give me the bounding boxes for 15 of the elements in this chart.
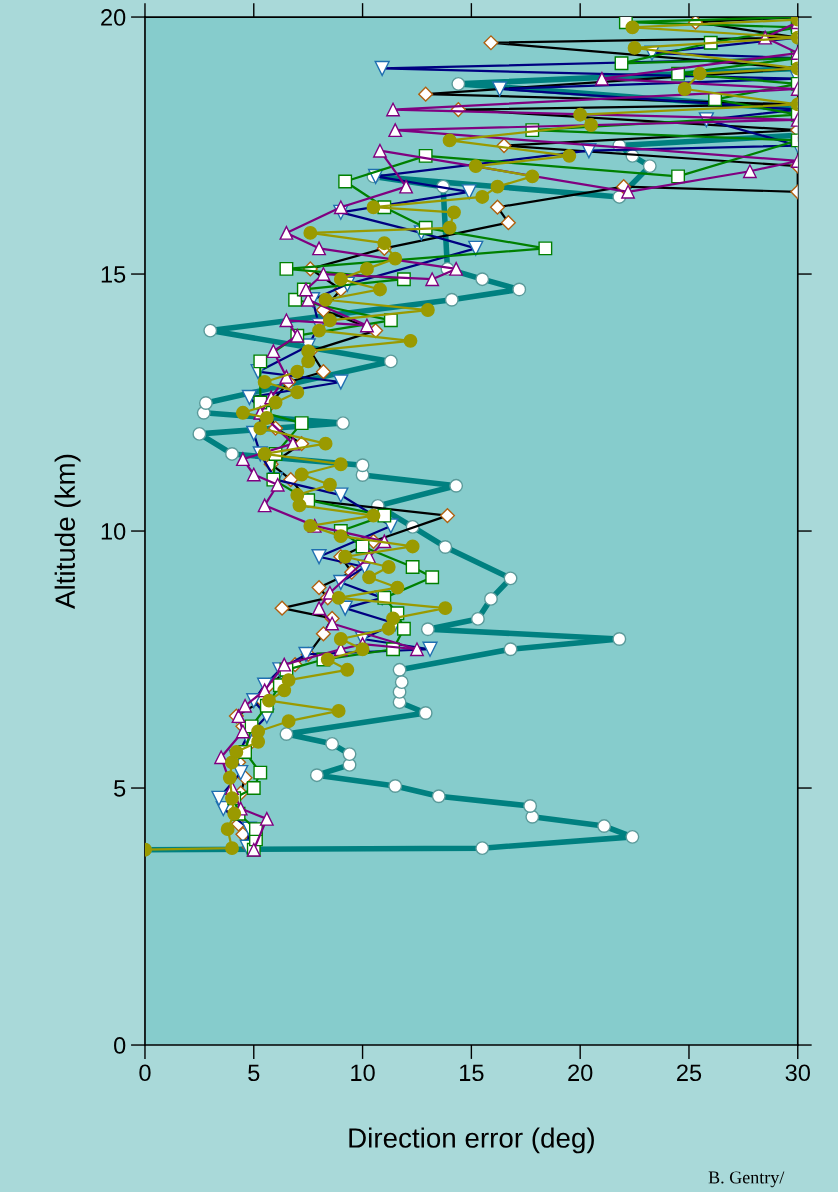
y-tick-label: 0	[114, 1037, 126, 1054]
x-tick-label: 10	[351, 1064, 375, 1082]
y-tick-label: 20	[101, 9, 126, 26]
y-axis-title: Altitude (km)	[54, 454, 81, 609]
x-axis-title: Direction error (deg)	[349, 1127, 594, 1154]
text: B. Gentry/	[708, 1171, 785, 1188]
y-tick-label: 15	[101, 266, 126, 283]
x-tick-label: 20	[568, 1064, 593, 1082]
y-tick-label: 10	[101, 523, 126, 540]
y-tick-label: 5	[114, 780, 126, 797]
x-tick-label: 0	[139, 1064, 151, 1082]
x-tick-label: 15	[460, 1064, 484, 1082]
x-tick-label: 30	[785, 1064, 810, 1082]
x-tick-label: 25	[677, 1064, 702, 1082]
x-tick-label: 5	[248, 1064, 260, 1082]
